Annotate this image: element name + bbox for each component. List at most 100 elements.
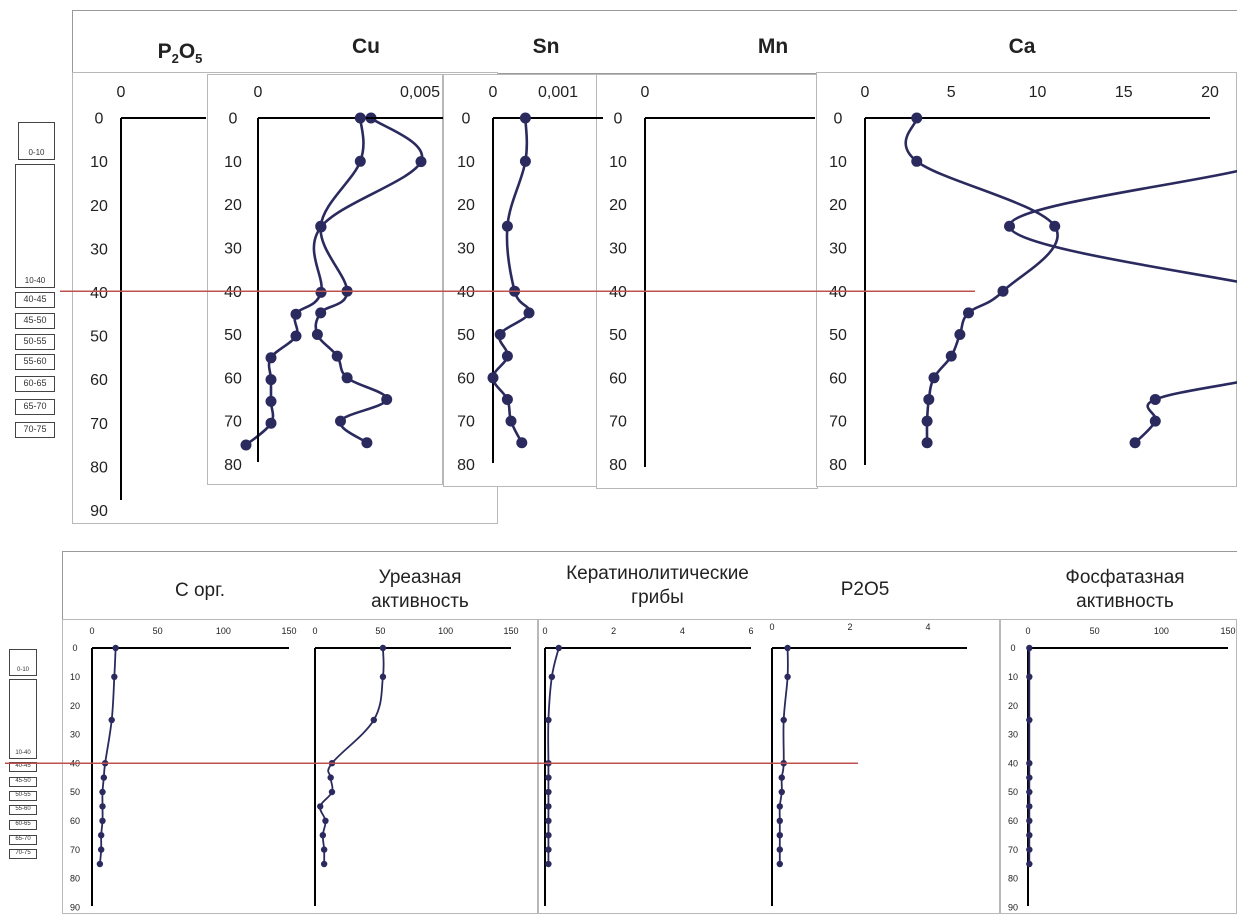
data-point [516, 437, 528, 449]
data-point [1026, 673, 1033, 680]
title-fosfataza: Фосфатазная активность [1035, 566, 1215, 614]
x-tick-label: 150 [281, 626, 296, 636]
y-tick-label: 30 [224, 241, 242, 258]
y-tick-label: 80 [90, 459, 108, 476]
title-ureaza-line1: Уреазная [378, 567, 462, 588]
y-tick-label: 20 [1008, 701, 1018, 711]
layer-box: 70-75 [15, 422, 55, 438]
y-tick-label: 30 [457, 241, 475, 258]
y-tick-label: 20 [224, 197, 242, 214]
y-tick-label: 90 [90, 503, 108, 520]
y-tick-label: 80 [1008, 874, 1018, 884]
data-point [997, 285, 1009, 297]
data-point [776, 817, 783, 824]
title-mn: Mn [757, 35, 789, 58]
x-tick-label: 10 [1029, 84, 1047, 101]
data-point [776, 803, 783, 810]
y-tick-label: 60 [1008, 816, 1018, 826]
y-tick-label: 0 [95, 111, 104, 128]
x-tick-label: 150 [503, 626, 518, 636]
data-point [415, 156, 427, 168]
x-tick-label: 0 [1025, 626, 1030, 636]
data-point [354, 112, 366, 124]
title-p2o5-bottom: P2O5 [840, 579, 890, 600]
x-tick-label: 50 [375, 626, 385, 636]
data-point [923, 393, 935, 405]
data-point [1049, 220, 1061, 232]
data-point [1026, 788, 1033, 796]
x-tick-label: 0 [641, 84, 650, 101]
panel-cu [207, 74, 443, 485]
layer-box: 60-65 [15, 376, 55, 392]
data-point [379, 673, 387, 680]
data-point [290, 330, 302, 342]
data-point [99, 803, 106, 810]
title-sn: Sn [532, 35, 560, 58]
x-tick-label: 4 [680, 626, 685, 636]
y-tick-label: 0 [229, 111, 238, 128]
data-point [370, 716, 377, 724]
data-point [911, 112, 923, 124]
x-tick-label: 15 [1115, 84, 1133, 101]
data-point [519, 155, 531, 167]
series-line [314, 117, 388, 444]
series-line [778, 647, 789, 864]
y-tick-label: 20 [609, 197, 627, 214]
data-point [1026, 846, 1033, 853]
x-tick-label: 100 [216, 626, 231, 636]
data-point [1026, 803, 1033, 810]
y-tick-label: 70 [609, 414, 627, 431]
y-tick-label: 10 [1008, 672, 1018, 682]
title-p2o5-top: P2O5 [157, 40, 203, 67]
title-cu: Cu [352, 35, 380, 58]
y-tick-label: 90 [70, 902, 80, 912]
data-point [963, 307, 974, 319]
data-point [501, 393, 513, 405]
data-point [331, 350, 343, 362]
layer-box: 0-10 [18, 122, 55, 160]
data-point [945, 350, 957, 362]
x-tick-label: 2 [611, 626, 616, 636]
y-tick-label: 60 [457, 370, 475, 387]
x-tick-label: 100 [438, 626, 453, 636]
data-point [361, 437, 373, 449]
x-tick-label: 5 [947, 84, 956, 101]
data-point [545, 817, 552, 824]
y-tick-label: 20 [829, 197, 847, 214]
y-tick-label: 70 [70, 845, 80, 855]
data-point [921, 437, 933, 449]
data-point [1026, 832, 1033, 839]
data-point [523, 307, 535, 319]
y-tick-label: 80 [609, 457, 627, 474]
data-point [354, 155, 366, 167]
series-line [491, 117, 531, 444]
series-line [98, 647, 117, 865]
data-point [548, 673, 556, 680]
y-tick-label: 70 [457, 414, 475, 431]
data-point [112, 644, 119, 652]
data-point [341, 372, 353, 384]
layer-box: 10-40 [9, 679, 37, 759]
data-point [545, 832, 552, 839]
x-tick-label: 0 [89, 626, 94, 636]
y-tick-label: 40 [457, 284, 475, 301]
data-point [319, 832, 327, 839]
data-point [240, 439, 252, 451]
y-tick-label: 30 [609, 241, 627, 258]
data-point [1026, 860, 1033, 868]
data-point [1026, 817, 1033, 824]
y-tick-label: 40 [609, 284, 627, 301]
y-tick-label: 30 [1008, 730, 1018, 740]
data-point [327, 774, 334, 781]
y-tick-label: 40 [829, 284, 847, 301]
y-tick-label: 50 [457, 327, 475, 344]
layer-box: 40-45 [15, 292, 55, 308]
data-point [780, 716, 787, 724]
data-point [290, 308, 302, 320]
data-point [778, 788, 785, 796]
x-tick-label: 0 [312, 626, 317, 636]
data-point [487, 372, 499, 384]
x-tick-label: 0 [489, 84, 498, 101]
y-tick-label: 50 [90, 329, 108, 346]
